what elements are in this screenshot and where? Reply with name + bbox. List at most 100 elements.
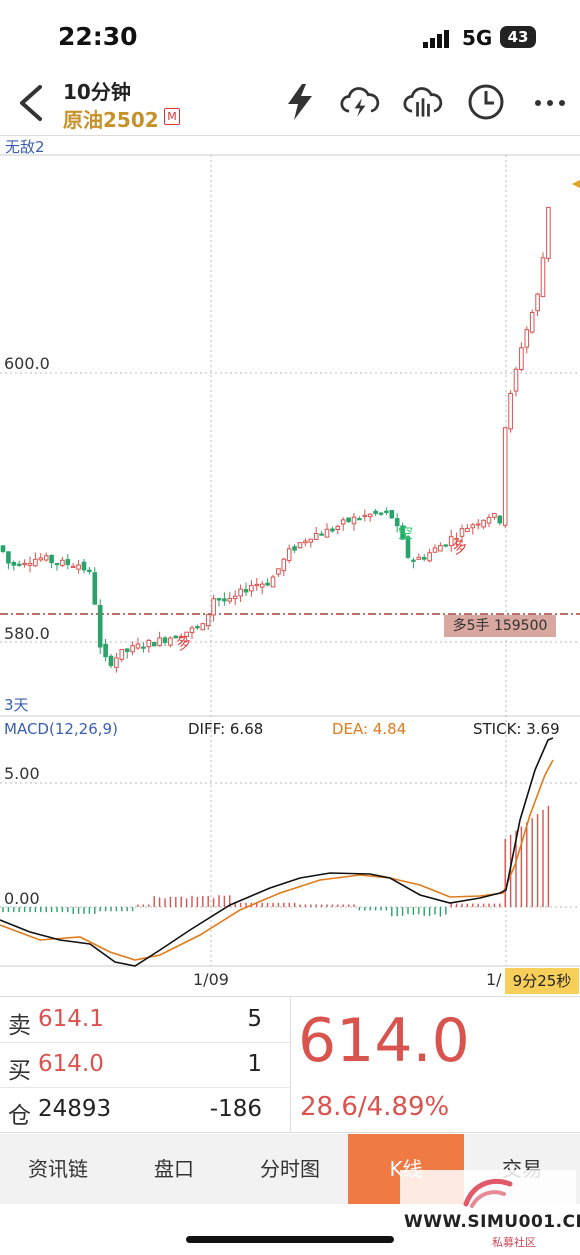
lightning-icon[interactable] <box>280 82 320 122</box>
candle-body <box>303 540 308 544</box>
candle-body <box>146 639 152 648</box>
home-indicator <box>186 1236 394 1243</box>
candle-body <box>357 518 362 521</box>
kline-chart-svg[interactable] <box>0 136 580 968</box>
chart-range-label[interactable]: 3天 <box>4 696 29 714</box>
macd-axis-label: 5.00 <box>4 764 40 783</box>
indicator-label[interactable]: 无敌2 <box>5 138 45 156</box>
cloud-download-icon[interactable] <box>340 82 380 122</box>
status-time: 22:30 <box>58 22 138 51</box>
price-axis-label: 600.0 <box>4 354 50 373</box>
candle-body <box>351 516 357 525</box>
dea-line <box>0 759 554 961</box>
candle-body <box>524 329 530 348</box>
candle-body <box>33 558 38 567</box>
candle-body <box>60 559 65 566</box>
battery-icon: 43 <box>500 26 536 48</box>
candle-body <box>427 552 432 562</box>
candle-body <box>270 576 276 588</box>
candle-body <box>319 533 324 536</box>
open-interest: 24893 <box>38 1096 112 1122</box>
candle-body <box>11 561 17 566</box>
candle-body <box>276 568 281 575</box>
candle-body <box>519 347 524 370</box>
symbol-label[interactable]: 原油2502 <box>63 108 159 132</box>
candle-body <box>481 519 486 528</box>
short-signal-label: 空 <box>398 524 414 542</box>
more-icon[interactable] <box>530 82 570 122</box>
candle-body <box>130 645 135 653</box>
candle-body <box>38 557 44 561</box>
candle-body <box>222 598 227 602</box>
candle-body <box>151 641 157 647</box>
candle-body <box>416 556 422 560</box>
candle-body <box>119 648 125 660</box>
candle-body <box>486 516 492 524</box>
candle-body <box>259 583 265 588</box>
candle-body <box>178 635 184 639</box>
candle-body <box>454 537 459 541</box>
candle-body <box>265 582 270 586</box>
candle-body <box>346 517 351 522</box>
macd-label[interactable]: MACD(12,26,9) <box>4 720 118 738</box>
candle-body <box>513 368 519 392</box>
candle-body <box>195 626 200 629</box>
back-arrow-icon[interactable] <box>14 83 48 123</box>
candle-body <box>108 655 114 667</box>
candle-body <box>135 643 141 649</box>
candle-body <box>114 657 119 668</box>
cloud-upload-icon[interactable] <box>403 82 443 122</box>
candle-body <box>27 562 33 566</box>
candle-body <box>238 588 243 597</box>
tab-timeshare[interactable]: 分时图 <box>260 1157 320 1181</box>
candle-body <box>281 558 287 572</box>
candle-body <box>162 637 168 643</box>
tab-news[interactable]: 资讯链 <box>28 1157 88 1181</box>
candle-body <box>405 536 411 558</box>
candle-body <box>492 513 497 518</box>
candle-body <box>6 551 11 564</box>
candle-body <box>529 311 535 333</box>
candle-body <box>0 545 6 552</box>
candle-body <box>465 528 470 533</box>
x-axis-date: 1/09 <box>193 970 229 989</box>
candle-body <box>421 557 427 560</box>
candle-body <box>243 589 249 593</box>
cellular-signal-icon <box>423 30 449 48</box>
candle-body <box>470 524 476 529</box>
x-axis-date: 1/ <box>486 970 502 989</box>
candle-body <box>546 206 551 259</box>
header-divider <box>0 135 580 136</box>
candle-body <box>502 427 508 526</box>
candle-body <box>540 257 546 298</box>
status-bar: 22:30 5G 43 <box>0 0 580 72</box>
candle-body <box>189 627 195 633</box>
kline-chart[interactable] <box>0 136 580 968</box>
buy-label: 买 <box>8 1058 31 1084</box>
price-change: 28.6/4.89% <box>300 1092 450 1122</box>
buy-price[interactable]: 614.0 <box>38 1051 104 1077</box>
tab-orderbook[interactable]: 盘口 <box>154 1157 194 1181</box>
watermark: WWW.SIMU001.CN 私募社区 <box>400 1170 580 1250</box>
candle-body <box>367 513 373 518</box>
buy-qty: 1 <box>247 1051 262 1077</box>
candle-body <box>308 538 314 543</box>
candle-body <box>168 637 173 646</box>
clock-icon[interactable] <box>466 82 506 122</box>
macd-stick: STICK: 3.69 <box>473 720 560 738</box>
candle-body <box>124 648 130 652</box>
candle-body <box>438 545 443 552</box>
period-label[interactable]: 10分钟 <box>63 80 131 104</box>
candle-body <box>297 542 303 549</box>
diff-line <box>0 737 554 967</box>
macd-axis-label: 0.00 <box>4 889 40 908</box>
candle-body <box>216 598 222 601</box>
sell-price[interactable]: 614.1 <box>38 1006 104 1032</box>
candle-body <box>384 510 389 513</box>
macd-diff: DIFF: 6.68 <box>188 720 264 738</box>
watermark-logo-icon <box>463 1179 513 1208</box>
candle-body <box>65 559 71 566</box>
watermark-subtext: 私募社区 <box>492 1236 536 1249</box>
bar-countdown: 9分25秒 <box>505 968 579 994</box>
candle-body <box>76 564 81 570</box>
